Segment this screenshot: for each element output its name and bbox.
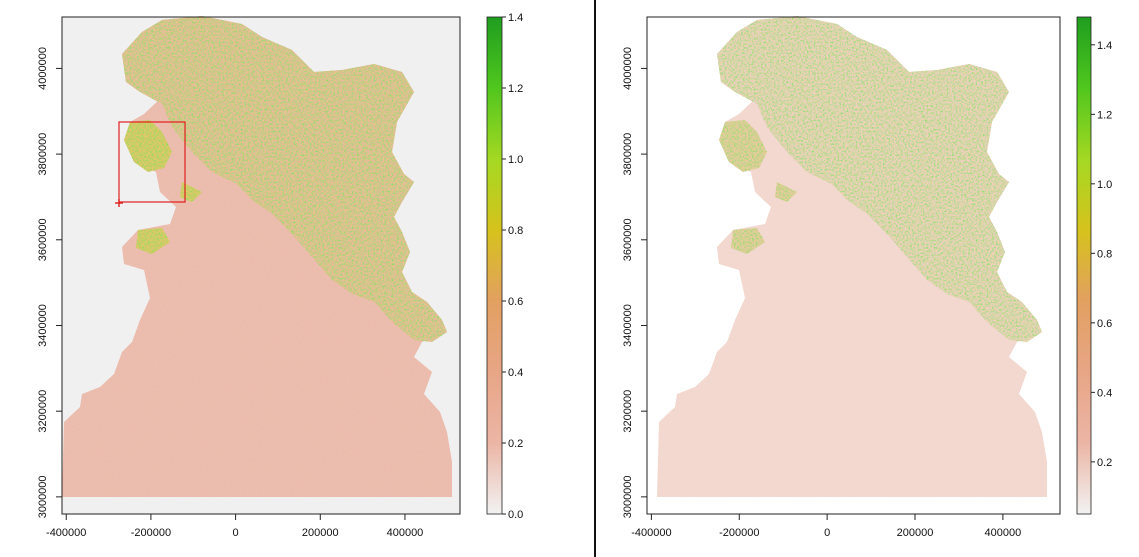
colorbar-tick-label: 1.4	[508, 12, 523, 24]
y-tick-label: 3800000	[622, 133, 634, 176]
crosshair-marker	[115, 199, 123, 207]
x-tick-label: -200000	[719, 527, 759, 539]
y-tick-label: 3200000	[622, 390, 634, 433]
plot-frame	[61, 16, 461, 515]
colorbar-tick-label: 0.4	[508, 367, 523, 379]
colorbar	[1076, 16, 1092, 515]
colorbar-tick-label: 1.2	[508, 83, 523, 95]
selection-box[interactable]	[118, 121, 186, 203]
colorbar-ticks: 0.2 0.4 0.6 0.8 1.0 1.2 1.4	[1091, 40, 1112, 469]
colorbar-tick-label: 1.4	[1097, 40, 1112, 52]
colorbar-tick-label: 0.4	[1097, 387, 1112, 399]
x-tick-label: -400000	[631, 527, 671, 539]
colorbar-tick-label: 0.2	[508, 438, 523, 450]
x-tick-label: 200000	[302, 527, 339, 539]
map-panel-right: -400000 -200000 0 200000 400000 3000000 32000…	[622, 16, 1112, 539]
map-panel-left: -400000 -200000 0 200000 400000 3000000 32000…	[37, 12, 523, 539]
x-tick-label: 400000	[985, 527, 1022, 539]
colorbar-tick-label: 1.0	[1097, 179, 1112, 191]
colorbar-tick-label: 1.0	[508, 154, 523, 166]
x-tick-label: 0	[824, 527, 830, 539]
y-tick-label: 3400000	[622, 304, 634, 347]
x-axis: -400000 -200000 0 200000 400000	[631, 514, 1021, 539]
colorbar-tick-label: 0.8	[1097, 248, 1112, 260]
y-tick-label: 3600000	[622, 218, 634, 261]
colorbar-tick-label: 0.6	[1097, 318, 1112, 330]
colorbar-tick-label: 1.2	[1097, 109, 1112, 121]
x-tick-label: -400000	[46, 527, 86, 539]
y-tick-label: 4000000	[37, 47, 49, 90]
colorbar	[486, 16, 503, 515]
y-tick-label: 3000000	[622, 475, 634, 518]
y-tick-label: 3000000	[37, 475, 49, 518]
y-tick-label: 3800000	[37, 133, 49, 176]
y-tick-label: 4000000	[622, 47, 634, 90]
x-tick-label: 200000	[897, 527, 934, 539]
x-axis: -400000 -200000 0 200000 400000	[46, 514, 423, 539]
y-axis: 3000000 3200000 3400000 3600000 3800000 40000…	[37, 47, 62, 518]
colorbar-tick-label: 0.6	[508, 296, 523, 308]
x-tick-label: 400000	[387, 527, 424, 539]
x-tick-label: 0	[233, 527, 239, 539]
colorbar-tick-label: 0.8	[508, 225, 523, 237]
colorbar-tick-label: 0.0	[508, 509, 523, 521]
x-tick-label: -200000	[131, 527, 171, 539]
colorbar-ticks: 0.0 0.2 0.4 0.6 0.8 1.0 1.2 1.4	[502, 12, 523, 521]
y-tick-label: 3400000	[37, 304, 49, 347]
colorbar-tick-label: 0.2	[1097, 457, 1112, 469]
y-tick-label: 3200000	[37, 390, 49, 433]
y-tick-label: 3600000	[37, 218, 49, 261]
plot-frame	[646, 16, 1061, 515]
y-axis: 3000000 3200000 3400000 3600000 3800000 40000…	[622, 47, 647, 518]
